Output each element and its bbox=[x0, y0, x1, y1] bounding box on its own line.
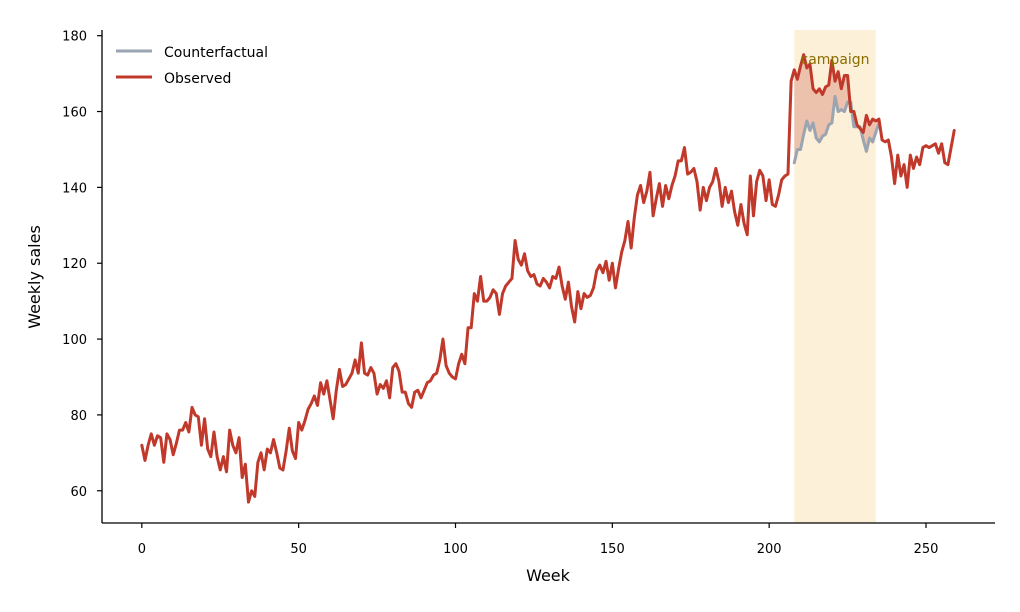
x-tick-label: 0 bbox=[138, 542, 146, 557]
y-tick-label: 60 bbox=[70, 485, 87, 500]
series-line-counterfactual bbox=[792, 94, 881, 165]
y-tick-label: 80 bbox=[70, 409, 87, 424]
series-line-observed bbox=[140, 53, 956, 504]
y-tick-label: 100 bbox=[62, 333, 87, 348]
campaign-annotation: campaign bbox=[801, 52, 870, 68]
x-tick-label: 50 bbox=[290, 542, 307, 557]
legend: Counterfactual Observed bbox=[116, 45, 268, 87]
y-axis-ticks: 60 80 100 120 140 160 180 bbox=[62, 30, 102, 500]
axes bbox=[101, 30, 995, 524]
y-axis-label: Weekly sales bbox=[25, 225, 44, 329]
y-tick-label: 140 bbox=[62, 181, 87, 196]
x-tick-label: 250 bbox=[914, 542, 939, 557]
campaign-effect-fill-layer bbox=[794, 54, 879, 163]
x-tick-label: 200 bbox=[757, 542, 782, 557]
y-tick-label: 180 bbox=[62, 30, 87, 45]
legend-label-observed: Observed bbox=[164, 71, 231, 87]
campaign-shaded-region bbox=[794, 30, 876, 523]
campaign-shading-layer bbox=[794, 30, 876, 523]
y-tick-label: 120 bbox=[62, 257, 87, 272]
campaign-effect-fill bbox=[794, 54, 879, 163]
legend-label-counterfactual: Counterfactual bbox=[164, 45, 268, 61]
x-axis-label: Week bbox=[526, 566, 571, 585]
y-tick-label: 160 bbox=[62, 106, 87, 121]
series-layer bbox=[140, 53, 956, 504]
x-axis-ticks: 0 50 100 150 200 250 bbox=[138, 523, 939, 557]
x-tick-label: 100 bbox=[443, 542, 468, 557]
x-tick-label: 150 bbox=[600, 542, 625, 557]
